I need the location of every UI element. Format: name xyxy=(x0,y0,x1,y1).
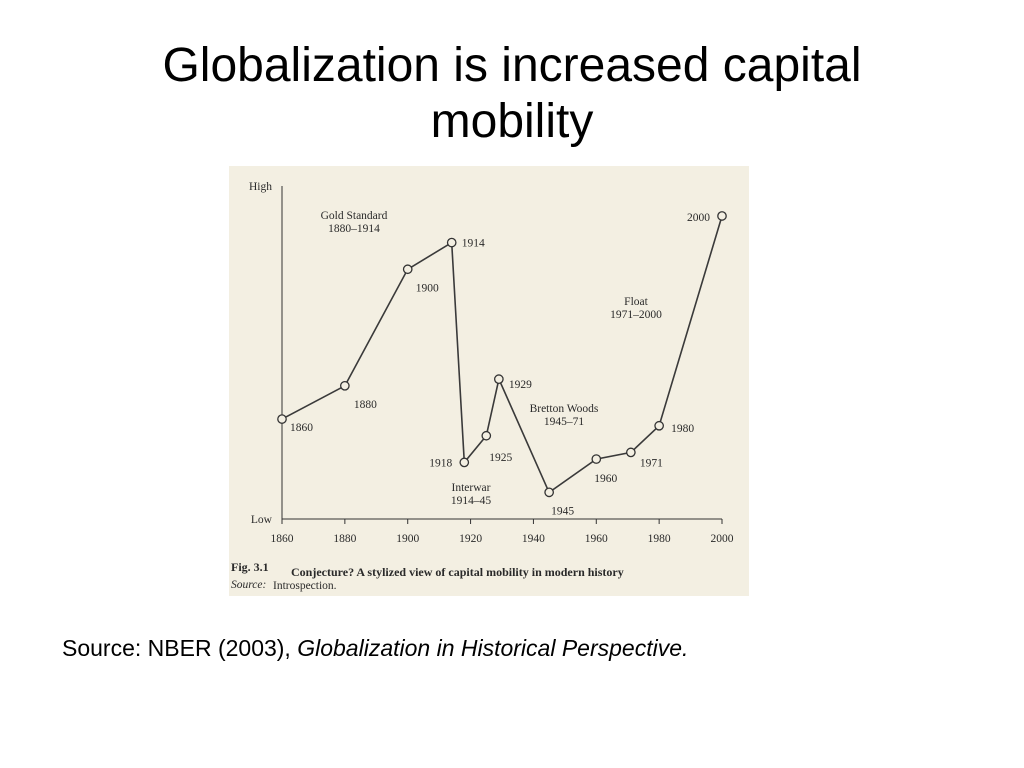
data-label: 2000 xyxy=(687,212,710,224)
data-point xyxy=(340,380,350,391)
source-title: Globalization in Historical Perspective. xyxy=(297,635,689,661)
data-point xyxy=(481,430,492,441)
annotation-line-1: Gold Standard xyxy=(321,210,388,222)
caption-label: Fig. 3.1 xyxy=(231,560,269,574)
data-label: 1880 xyxy=(354,399,377,411)
x-tick-label: 1940 xyxy=(522,533,545,545)
data-label: 1860 xyxy=(290,422,313,434)
title-line-1: Globalization is increased capital xyxy=(162,39,862,92)
data-point xyxy=(654,420,664,431)
data-label: 1900 xyxy=(416,282,439,294)
x-tick-label: 1880 xyxy=(333,533,356,545)
data-label: 1929 xyxy=(509,379,532,391)
data-point xyxy=(626,447,636,458)
data-point xyxy=(717,211,727,221)
chart-axes: 1860 1880 1900 1920 1940 1960 1980 2000 Low High xyxy=(249,181,734,545)
data-point xyxy=(591,454,602,464)
x-tick-label: 1860 xyxy=(271,533,294,545)
annotation-line-1: Float xyxy=(624,296,648,308)
x-tick-label: 2000 xyxy=(711,533,734,545)
annotation-line-1: Interwar xyxy=(452,482,491,494)
chart-figure: 1860 1880 1900 1920 1940 1960 1980 2000 Low High … xyxy=(229,166,749,596)
annotation-line-2: 1914–45 xyxy=(451,495,492,507)
chart-series xyxy=(277,211,727,498)
data-label: 1918 xyxy=(429,457,452,469)
data-point xyxy=(402,264,413,275)
annotation-line-2: 1880–1914 xyxy=(328,223,380,235)
x-tick-label: 1900 xyxy=(396,533,419,545)
data-label: 1971 xyxy=(640,457,663,469)
annotation-line-2: 1945–71 xyxy=(544,416,585,428)
data-label: 1945 xyxy=(551,505,574,517)
series-line xyxy=(281,215,723,494)
y-tick-label: Low xyxy=(251,514,273,526)
data-label: 1980 xyxy=(671,423,694,435)
data-point xyxy=(544,487,554,498)
data-point xyxy=(446,237,457,248)
annotation-line-1: Bretton Woods xyxy=(530,403,599,415)
slide-title: Globalization is increased capital mobil… xyxy=(0,38,1024,150)
data-point xyxy=(459,457,470,468)
caption-source-label: Source: xyxy=(231,579,266,591)
slide-source: Source: NBER (2003), Globalization in Hi… xyxy=(62,635,688,662)
capital-mobility-chart: 1860 1880 1900 1920 1940 1960 1980 2000LowHigh … xyxy=(231,181,734,592)
title-line-2: mobility xyxy=(430,95,594,148)
x-tick-label: 1920 xyxy=(459,533,482,545)
chart-labels: 1860 1880 1900 1914 1918 1925 1929 1945 1960 1971… xyxy=(290,212,710,517)
source-prefix: Source: NBER (2003), xyxy=(62,635,298,661)
data-point xyxy=(494,374,504,384)
data-point xyxy=(277,414,287,424)
x-tick-label: 1980 xyxy=(648,533,671,545)
y-tick-label: High xyxy=(249,181,272,193)
caption-source-text: Introspection. xyxy=(273,580,337,592)
x-tick-label: 1960 xyxy=(585,533,608,545)
annotation-line-2: 1971–2000 xyxy=(610,309,662,321)
caption-text: Conjecture? A stylized view of capital m… xyxy=(291,565,624,579)
data-label: 1914 xyxy=(462,238,485,250)
data-label: 1960 xyxy=(594,473,617,485)
data-label: 1925 xyxy=(489,452,512,464)
figure-caption: Fig. 3.1 Conjecture? A stylized view of c… xyxy=(231,560,624,592)
